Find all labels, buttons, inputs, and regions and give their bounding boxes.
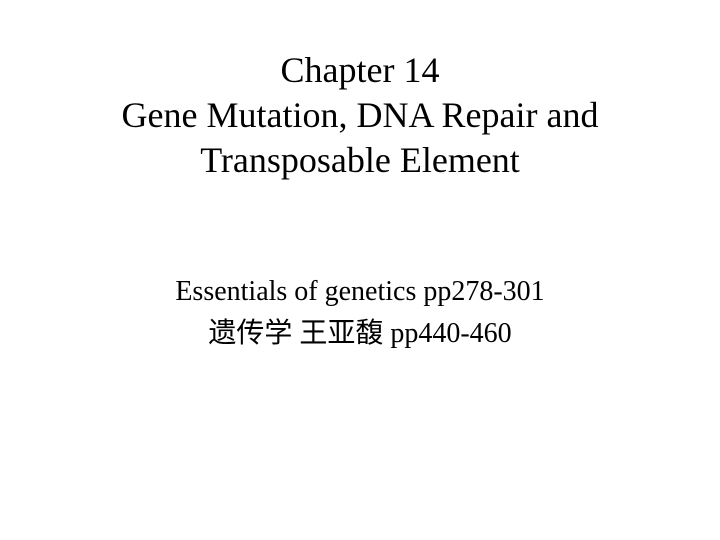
title-line-3: Transposable Element [122, 138, 599, 183]
title-block: Chapter 14 Gene Mutation, DNA Repair and… [122, 48, 599, 183]
subtitle-line-2: 遗传学 王亚馥 pp440-460 [175, 313, 544, 355]
title-line-1: Chapter 14 [122, 48, 599, 93]
subtitle-line-1: Essentials of genetics pp278-301 [175, 271, 544, 313]
title-line-2: Gene Mutation, DNA Repair and [122, 93, 599, 138]
slide: Chapter 14 Gene Mutation, DNA Repair and… [0, 0, 720, 540]
subtitle-block: Essentials of genetics pp278-301 遗传学 王亚馥… [175, 271, 544, 355]
